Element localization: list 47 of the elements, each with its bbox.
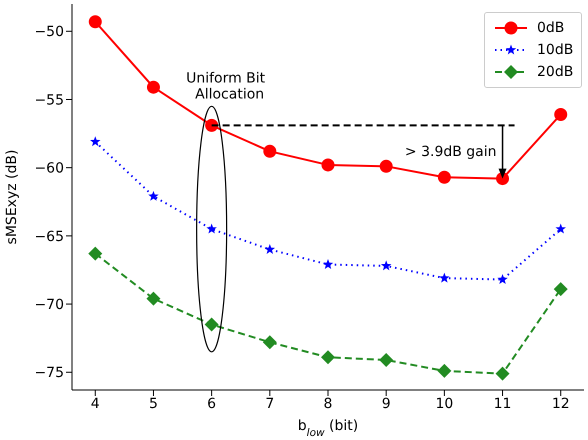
x-tick-label: 5 (148, 396, 158, 412)
x-tick-label: 4 (90, 396, 100, 412)
legend-label: 0dB (537, 20, 564, 36)
point (322, 158, 334, 172)
annotation: > 3.9dB gain (404, 144, 497, 160)
point (438, 170, 451, 184)
point (148, 190, 159, 201)
point (90, 136, 101, 146)
point (380, 260, 392, 270)
annotation: Uniform Bit Allocation (186, 70, 266, 102)
x-tick-label: 7 (265, 396, 274, 412)
point (380, 160, 393, 173)
point (262, 335, 277, 350)
y-tick-label: −60 (34, 160, 64, 177)
legend-label: 20dB (537, 64, 574, 80)
point (264, 244, 276, 254)
x-tick-label: 10 (435, 396, 454, 412)
point (146, 292, 160, 306)
x-tick-label: 6 (207, 396, 216, 412)
point (439, 272, 450, 283)
point (496, 366, 510, 381)
point (379, 352, 394, 367)
y-tick-label: −55 (34, 92, 64, 108)
point (263, 144, 276, 158)
x-tick-label: 11 (494, 396, 512, 412)
x-tick-label: 8 (324, 396, 332, 412)
point (206, 224, 217, 234)
point (554, 282, 568, 296)
point (555, 224, 566, 234)
x-axis-title: b$_{low}$ (bit) (298, 418, 358, 439)
y-tick-label: −65 (34, 228, 64, 245)
point (322, 259, 334, 269)
y-axis-title: sMSExyz (dB) (4, 150, 20, 244)
point (146, 80, 160, 94)
point (497, 274, 508, 284)
y-tick-label: −75 (34, 365, 64, 382)
point (554, 108, 568, 121)
point (437, 364, 452, 378)
x-tick-label: 9 (382, 396, 391, 412)
legend-label: 10dB (537, 42, 574, 58)
y-tick-label: −50 (34, 24, 64, 40)
y-tick-label: −70 (34, 297, 64, 314)
point (321, 350, 335, 364)
point (204, 318, 219, 332)
point (88, 246, 102, 261)
x-tick-label: 12 (552, 396, 570, 412)
point (88, 15, 102, 28)
